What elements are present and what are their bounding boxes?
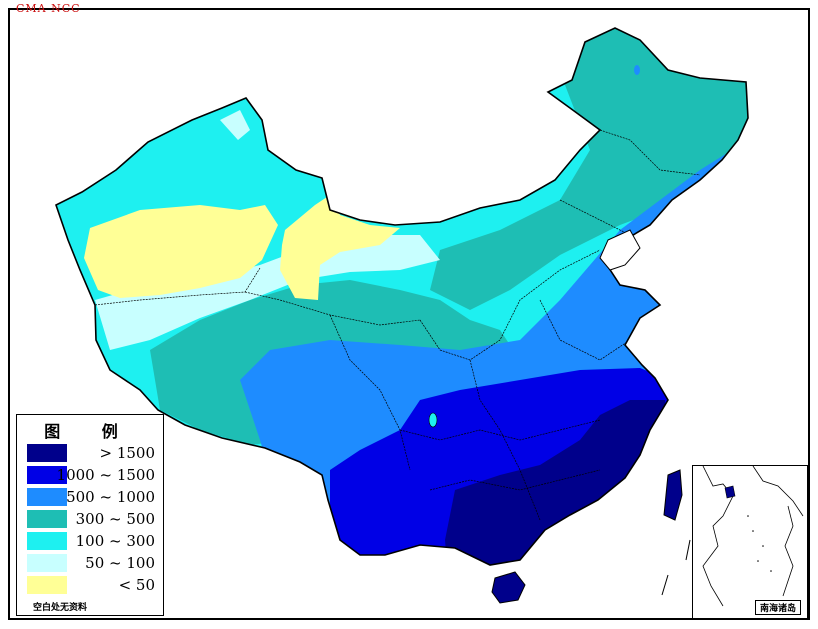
zone-50-100-north — [220, 110, 250, 140]
coast-mark — [685, 539, 691, 561]
coast-mark — [661, 574, 669, 596]
lake — [428, 412, 438, 428]
legend-row: < 50 — [17, 574, 163, 596]
legend-swatch — [27, 576, 67, 594]
legend-row: > 1500 — [17, 442, 163, 464]
legend-row: 50 ~ 100 — [17, 552, 163, 574]
legend-swatch — [27, 466, 67, 484]
legend-title: 图 例 — [44, 422, 136, 441]
legend-label: > 1500 — [99, 444, 155, 462]
legend-rows: > 1500 1000 ~ 1500 500 ~ 1000 300 ~ 500 100 … — [17, 442, 163, 596]
legend-row: 500 ~ 1000 — [17, 486, 163, 508]
zone-300-500-northeast — [430, 28, 748, 310]
legend-label: 1000 ~ 1500 — [56, 466, 155, 484]
legend-swatch — [27, 554, 67, 572]
legend-label: 500 ~ 1000 — [66, 488, 155, 506]
legend-label: 300 ~ 500 — [75, 510, 155, 528]
legend-swatch — [27, 532, 67, 550]
bohai-sea — [599, 229, 641, 271]
legend-swatch — [27, 444, 67, 462]
legend-row: 100 ~ 300 — [17, 530, 163, 552]
province-boundaries — [94, 129, 701, 521]
legend-label: 50 ~ 100 — [85, 554, 155, 572]
legend-label: 100 ~ 300 — [75, 532, 155, 550]
legend-swatch — [27, 510, 67, 528]
taiwan-island — [663, 469, 683, 521]
south-china-sea-inset: 南海诸岛 — [692, 465, 808, 619]
legend-label: < 50 — [118, 576, 155, 594]
zone-under-50-gobi — [280, 195, 400, 300]
inset-label: 南海诸岛 — [754, 600, 801, 615]
credit-text: CMA NCC — [16, 2, 81, 15]
legend-row: 300 ~ 500 — [17, 508, 163, 530]
hainan-island — [491, 571, 526, 604]
zone-50-100 — [95, 235, 440, 350]
inset-map — [702, 465, 804, 607]
legend-note: 空白处无资料 — [33, 603, 88, 613]
zone-under-50-tarim — [84, 205, 278, 298]
lake-northeast — [634, 65, 640, 75]
legend-swatch — [27, 488, 67, 506]
legend-row: 1000 ~ 1500 — [17, 464, 163, 486]
legend: 图 例 > 1500 1000 ~ 1500 500 ~ 1000 300 ~ 500… — [16, 414, 164, 616]
